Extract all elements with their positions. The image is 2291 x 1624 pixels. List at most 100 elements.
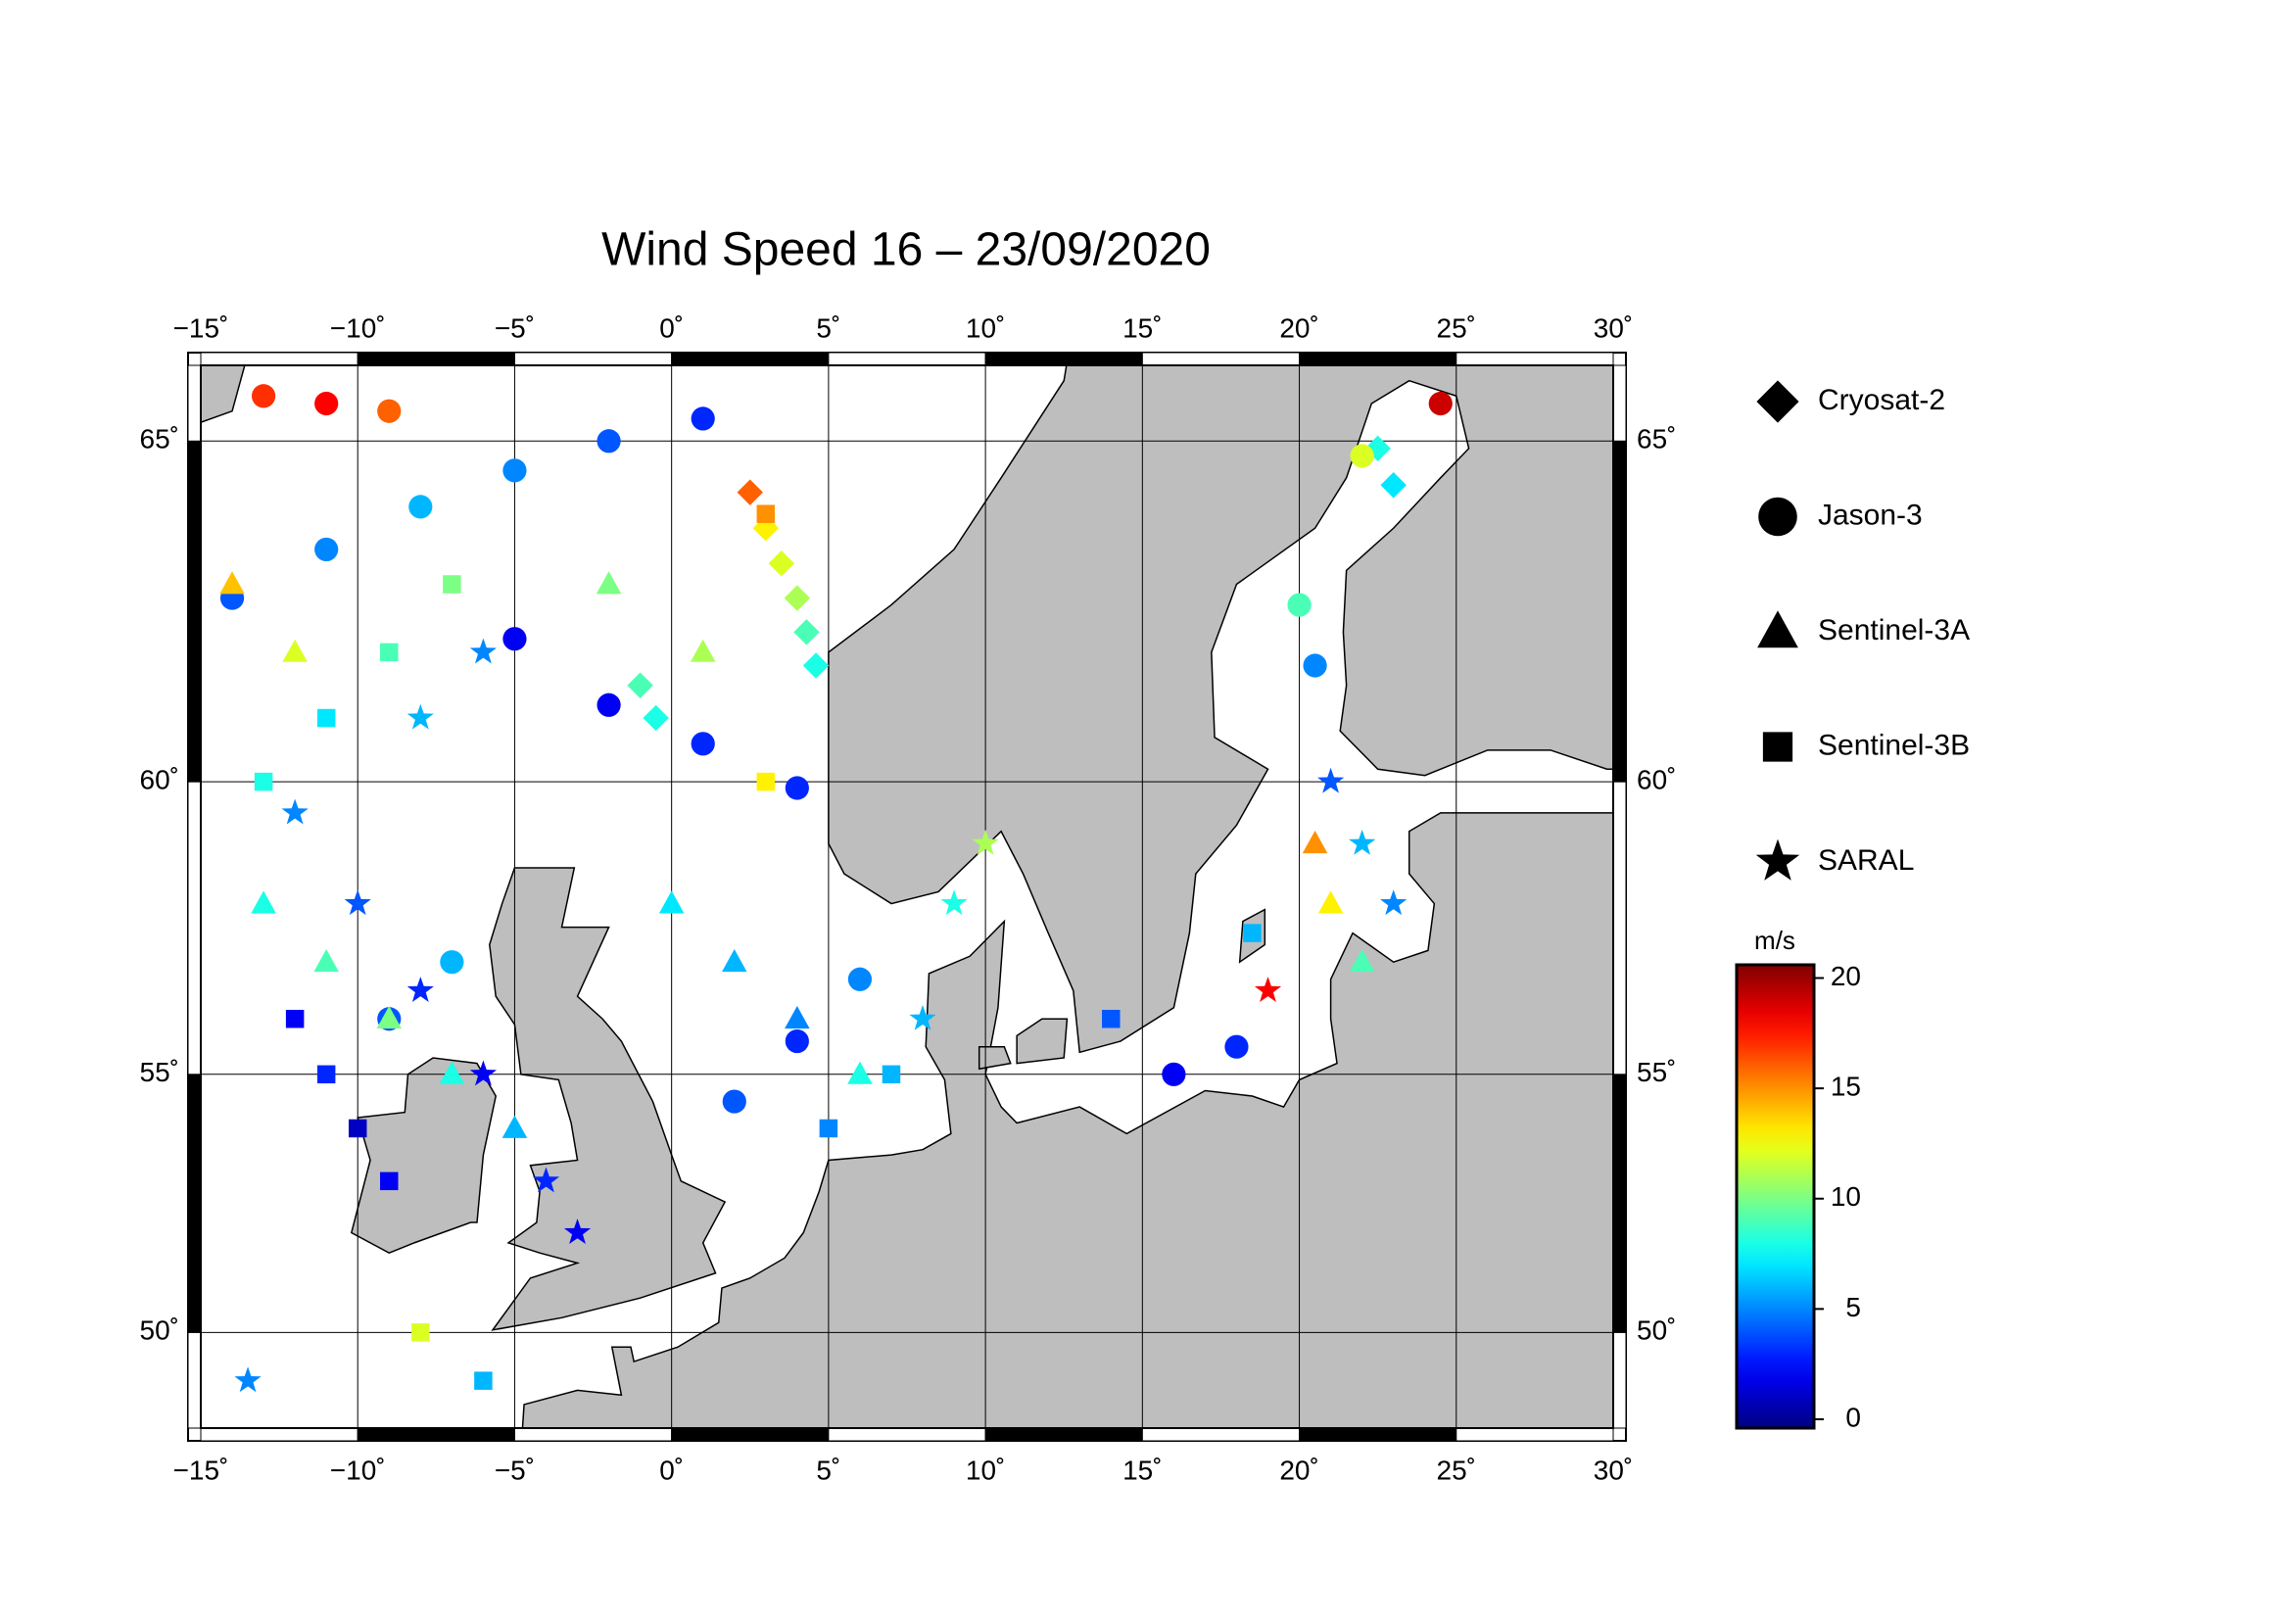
x-tick-label: −5˚ [495, 1455, 535, 1485]
x-tick-label: 0˚ [659, 1455, 684, 1485]
x-tick-label: 20˚ [1279, 1455, 1318, 1485]
data-point [314, 391, 339, 416]
data-point [251, 890, 276, 914]
data-point [380, 643, 399, 662]
data-point [234, 1366, 262, 1393]
legend-label: Jason-3 [1818, 499, 1923, 531]
data-point [1287, 593, 1312, 617]
data-point [819, 1119, 838, 1138]
colorbar-tick-label: 10 [1831, 1181, 1861, 1212]
frame-bar [513, 1427, 673, 1442]
data-point [802, 652, 830, 679]
frame-bar [1612, 440, 1627, 783]
data-point [440, 950, 464, 975]
data-point [643, 704, 669, 732]
data-point [281, 798, 309, 825]
x-tick-label: −15˚ [173, 1455, 229, 1485]
data-point [502, 458, 527, 483]
y-tick-label: 50˚ [140, 1315, 179, 1346]
legend-marker [1756, 380, 1799, 423]
data-point [722, 1089, 746, 1114]
data-point [785, 776, 809, 800]
colorbar-tick-label: 5 [1845, 1292, 1861, 1322]
land-area [350, 1057, 498, 1255]
x-tick-label: 20˚ [1279, 312, 1318, 343]
legend-label: Cryosat-2 [1818, 384, 1945, 416]
frame-bar [828, 352, 986, 366]
colorbar-tick-label: 0 [1845, 1402, 1861, 1432]
data-point [285, 1010, 305, 1028]
data-point [348, 1119, 367, 1138]
data-point [691, 406, 715, 431]
data-point [411, 1323, 430, 1342]
data-point [1380, 472, 1407, 499]
land-area [978, 1045, 1012, 1071]
frame-bar [187, 781, 202, 1075]
frame-bar [828, 1427, 986, 1442]
land-area [201, 365, 246, 423]
x-tick-label: 30˚ [1594, 1455, 1633, 1485]
y-tick-label: 65˚ [140, 424, 179, 454]
data-point [376, 1006, 403, 1029]
data-point [1350, 444, 1374, 468]
data-point [314, 537, 339, 562]
data-point [469, 638, 498, 664]
x-tick-label: −10˚ [330, 1455, 386, 1485]
data-point [1243, 924, 1262, 942]
data-point [940, 889, 968, 916]
data-point [756, 772, 776, 791]
colorbar-label: m/s [1754, 926, 1795, 955]
data-point [282, 639, 308, 662]
data-point [768, 550, 795, 577]
x-tick-label: 5˚ [816, 312, 840, 343]
x-tick-label: 15˚ [1122, 1455, 1162, 1485]
x-tick-label: 15˚ [1122, 312, 1162, 343]
data-point [1302, 831, 1328, 854]
data-point [532, 1167, 560, 1193]
frame-bar [1612, 364, 1627, 442]
data-point [597, 693, 621, 717]
y-tick-label: 65˚ [1637, 424, 1676, 454]
y-tick-label: 60˚ [1637, 765, 1676, 795]
frame-bar [1612, 781, 1627, 1075]
data-point [408, 495, 433, 519]
data-point [1162, 1062, 1186, 1086]
x-tick-label: −15˚ [173, 312, 229, 343]
frame-bar [357, 352, 515, 366]
data-point [785, 1028, 809, 1054]
data-point [756, 504, 776, 523]
data-point [563, 1218, 592, 1245]
data-point [1102, 1010, 1121, 1028]
data-point [316, 708, 336, 728]
colorbar-tick-label: 15 [1831, 1072, 1861, 1102]
frame-bar [1299, 1427, 1457, 1442]
data-point [882, 1065, 901, 1084]
data-point [690, 639, 716, 662]
data-point [737, 479, 763, 505]
data-point [847, 1061, 873, 1084]
frame-bar [1456, 1427, 1614, 1442]
data-point [785, 1006, 810, 1029]
data-point [597, 429, 621, 454]
data-point [1428, 391, 1453, 416]
x-tick-label: −5˚ [495, 312, 535, 343]
data-point [406, 977, 434, 1002]
data-point [1317, 890, 1344, 914]
legend-label: Sentinel-3B [1818, 729, 1970, 761]
data-point [691, 732, 715, 756]
legend-marker [1755, 838, 1800, 881]
land-area [521, 812, 1613, 1428]
data-point [596, 571, 622, 595]
frame-bar [187, 440, 202, 783]
frame-bar [1299, 352, 1457, 366]
frame-bar [187, 1074, 202, 1333]
x-tick-label: 5˚ [816, 1455, 840, 1485]
frame-bar [984, 352, 1143, 366]
data-point [847, 967, 873, 991]
x-tick-label: 0˚ [659, 312, 684, 343]
data-point [658, 890, 685, 914]
frame-bar [1141, 352, 1301, 366]
data-point [502, 627, 527, 651]
x-tick-label: 10˚ [966, 312, 1005, 343]
land-area [489, 867, 727, 1331]
